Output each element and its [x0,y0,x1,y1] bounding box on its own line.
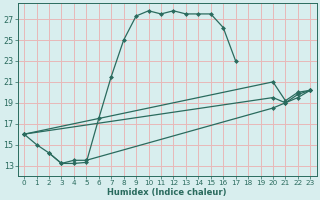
X-axis label: Humidex (Indice chaleur): Humidex (Indice chaleur) [108,188,227,197]
